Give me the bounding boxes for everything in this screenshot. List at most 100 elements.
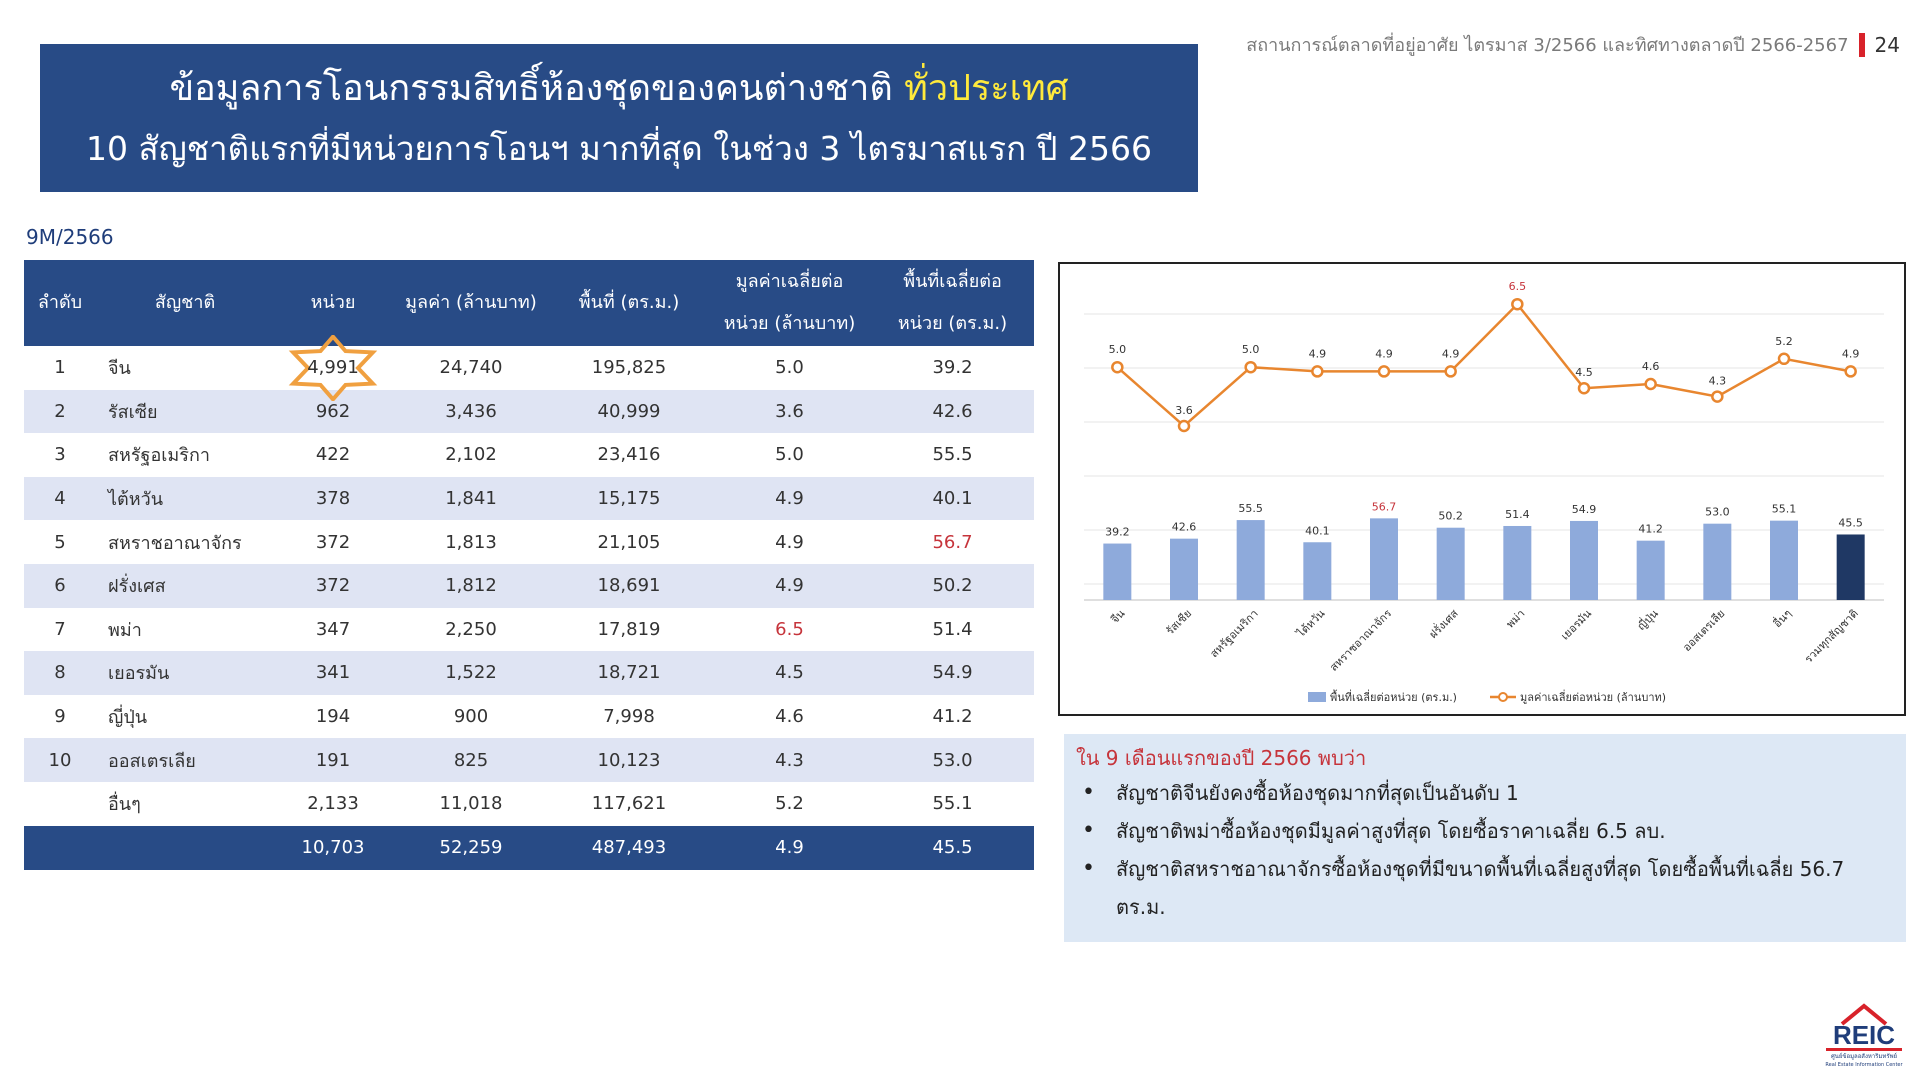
cell-area: 195,825 <box>591 357 667 379</box>
bar-data-label: 54.9 <box>1572 503 1597 516</box>
logo-text: REIC <box>1833 1020 1895 1050</box>
line-point <box>1111 360 1124 374</box>
cell-nationality: สหรัฐอเมริกา <box>108 445 210 467</box>
title-highlight: ทั่วประเทศ <box>904 68 1069 109</box>
cell-rank: 5 <box>54 531 66 553</box>
cell-units: 4,991 <box>274 334 392 401</box>
cell-nationality: สหราชอาณาจักร <box>108 532 242 554</box>
page-number: 24 <box>1874 32 1900 57</box>
table-row: 2 รัสเซีย 962 3,436 40,999 3.6 42.6 <box>24 389 1034 434</box>
table-row: 7 พม่า 347 2,250 17,819 6.5 51.4 <box>24 608 1034 652</box>
cell-rank: 10 <box>24 738 96 782</box>
cell-avg-value: 5.0 <box>775 444 804 466</box>
line-data-label: 6.5 <box>1509 280 1527 293</box>
line-point <box>1444 365 1457 378</box>
nationality-table: ลำดับ สัญชาติ หน่วย มูลค่า (ล้านบาท) พื้… <box>24 260 1034 870</box>
cell-area: 23,416 <box>597 444 661 466</box>
line-data-label: 4.9 <box>1442 347 1460 360</box>
line-data-label: 3.6 <box>1175 404 1193 417</box>
table-row: 8 เยอรมัน 341 1,522 18,721 4.5 54.9 <box>24 651 1034 695</box>
page-marker <box>1858 32 1865 57</box>
cell-avg-value: 4.9 <box>708 476 871 521</box>
cell-avg-area: 41.2 <box>932 706 973 728</box>
cell-value: 900 <box>453 706 489 728</box>
cell-units: 2,133 <box>307 793 359 815</box>
bar-data-label: 51.4 <box>1505 508 1530 521</box>
bar <box>1503 525 1532 600</box>
bar-data-label: 55.1 <box>1772 503 1797 516</box>
cell-avg-area: 56.7 <box>932 531 973 553</box>
legend-bar-label: พื้นที่เฉลี่ยต่อหน่วย (ตร.ม.) <box>1330 689 1457 704</box>
cell-nationality: ไต้หวัน <box>96 476 274 521</box>
cell-nationality: ออสเตรเลีย <box>96 738 274 782</box>
col-avg-value-line1: มูลค่าเฉลี่ยต่อ <box>735 271 844 292</box>
x-tick-label: พม่า <box>1504 607 1528 631</box>
line-data-label: 5.0 <box>1109 343 1127 356</box>
x-tick-label: ฝรั่งเศส <box>1425 605 1461 641</box>
x-tick-label: ไต้หวัน <box>1294 607 1328 641</box>
cell-value: 1,812 <box>392 563 550 608</box>
line-point <box>1377 365 1391 378</box>
col-value: มูลค่า (ล้านบาท) <box>392 260 550 346</box>
line-point <box>1311 365 1324 378</box>
total-avg-value: 4.9 <box>708 825 871 870</box>
finding-item: สัญชาติจีนยังคงซื้อห้องชุดมากที่สุดเป็นอ… <box>1074 774 1874 812</box>
x-tick-label: จีน <box>1108 607 1128 627</box>
bar-data-label: 39.2 <box>1105 526 1130 539</box>
bar <box>1370 518 1398 600</box>
cell-rank: 9 <box>54 706 66 728</box>
bar <box>1236 520 1265 600</box>
cell-units: 372 <box>274 563 392 608</box>
cell-nationality: จีน <box>108 358 131 380</box>
bar-data-label: 53.0 <box>1705 506 1730 519</box>
cell-avg-value: 5.2 <box>775 793 804 815</box>
cell-units: 347 <box>315 618 351 640</box>
table-row: 9 ญี่ปุ่น 194 900 7,998 4.6 41.2 <box>24 695 1034 739</box>
line-data-label: 4.9 <box>1842 347 1860 360</box>
col-avg-area-line2: หน่วย (ตร.ม.) <box>897 313 1008 334</box>
cell-area: 21,105 <box>597 531 661 553</box>
table-row: 5 สหราชอาณาจักร 372 1,813 21,105 4.9 56.7 <box>24 520 1034 564</box>
x-tick-label: สหรัฐอเมริกา <box>1208 607 1261 660</box>
total-value: 52,259 <box>392 825 550 870</box>
cell-rank: 8 <box>24 651 96 695</box>
table-row: อื่นๆ 2,133 11,018 117,621 5.2 55.1 <box>24 782 1034 826</box>
finding-item: สัญชาติพม่าซื้อห้องชุดมีมูลค่าสูงที่สุด … <box>1074 812 1874 850</box>
bar-data-label: 40.1 <box>1305 524 1330 537</box>
cell-avg-area: 54.9 <box>871 651 1034 695</box>
period-label: 9M/2566 <box>26 225 114 249</box>
cell-nationality: ฝรั่งเศส <box>96 563 274 608</box>
cell-area: 7,998 <box>603 706 655 728</box>
legend-bar-swatch <box>1308 692 1326 702</box>
cell-avg-area: 55.5 <box>932 444 973 466</box>
x-tick-label: ญี่ปุ่น <box>1633 605 1661 633</box>
cell-avg-value: 4.3 <box>708 738 871 782</box>
line-point <box>1844 365 1857 378</box>
cell-nationality: พม่า <box>108 619 142 641</box>
cell-avg-area: 50.2 <box>871 563 1034 608</box>
table-row: 4 ไต้หวัน 378 1,841 15,175 4.9 40.1 <box>24 476 1034 521</box>
cell-rank: 1 <box>54 357 66 379</box>
cell-value: 2,250 <box>445 618 497 640</box>
title-banner: ข้อมูลการโอนกรรมสิทธิ์ห้องชุดของคนต่างชา… <box>40 44 1198 192</box>
cell-area: 117,621 <box>591 793 667 815</box>
cell-avg-area: 51.4 <box>932 618 973 640</box>
finding-item: สัญชาติสหราชอาณาจักรซื้อห้องชุดที่มีขนาด… <box>1074 850 1874 926</box>
legend-line-label: มูลค่าเฉลี่ยต่อหน่วย (ล้านบาท) <box>1520 689 1666 704</box>
total-avg-area: 45.5 <box>871 825 1034 870</box>
reic-logo: REIC ศูนย์ข้อมูลอสังหาริมทรัพย์ Real Est… <box>1822 1000 1906 1070</box>
legend-line-marker <box>1498 692 1508 702</box>
cell-units: 372 <box>315 531 351 553</box>
cell-nationality: รัสเซีย <box>96 389 274 434</box>
table-row: 1 จีน 4,991 24,740 195,825 5.0 39.2 <box>24 334 1034 401</box>
cell-area: 18,691 <box>550 563 708 608</box>
cell-value: 3,436 <box>392 389 550 434</box>
cell-nationality: ญี่ปุ่น <box>108 707 148 729</box>
findings-heading: ใน 9 เดือนแรกของปี 2566 พบว่า <box>1076 746 1367 770</box>
cell-value: 825 <box>392 738 550 782</box>
bar <box>1770 520 1798 600</box>
cell-value: 1,813 <box>445 531 497 553</box>
line-data-label: 4.6 <box>1642 360 1660 373</box>
highlight-star-icon <box>288 334 378 401</box>
cell-avg-area: 39.2 <box>932 357 973 379</box>
